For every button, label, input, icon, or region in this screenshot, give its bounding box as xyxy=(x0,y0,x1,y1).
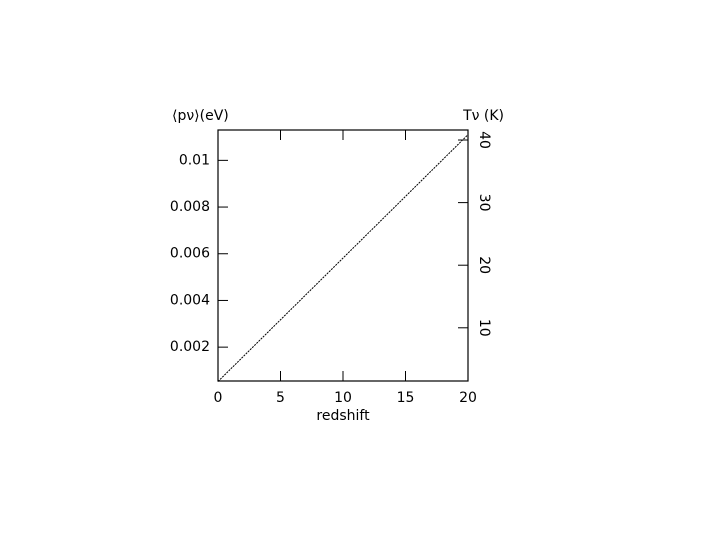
x-tick-label: 20 xyxy=(459,390,477,406)
x-axis-label: redshift xyxy=(316,408,370,424)
y-axis-label: ⟨pν⟩(eV) xyxy=(172,108,229,124)
y-tick-label: 0.004 xyxy=(170,292,210,308)
y-tick-label: 0.006 xyxy=(170,246,210,262)
x-tick-label: 10 xyxy=(334,390,352,406)
plot-frame xyxy=(217,129,469,382)
y2-axis-label: Tν (K) xyxy=(462,108,504,124)
x-tick-label: 5 xyxy=(276,390,285,406)
y2-tick-label: 40 xyxy=(476,131,492,149)
y2-tick-label: 20 xyxy=(476,256,492,274)
y-tick-label: 0.01 xyxy=(179,152,210,168)
y-tick-label: 0.002 xyxy=(170,339,210,355)
x-tick-label: 0 xyxy=(214,390,223,406)
y2-tick-label: 10 xyxy=(476,319,492,337)
y2-tick-label: 30 xyxy=(476,194,492,212)
x-tick-label: 15 xyxy=(397,390,415,406)
data-line xyxy=(217,134,469,382)
y-tick-label: 0.008 xyxy=(170,199,210,215)
